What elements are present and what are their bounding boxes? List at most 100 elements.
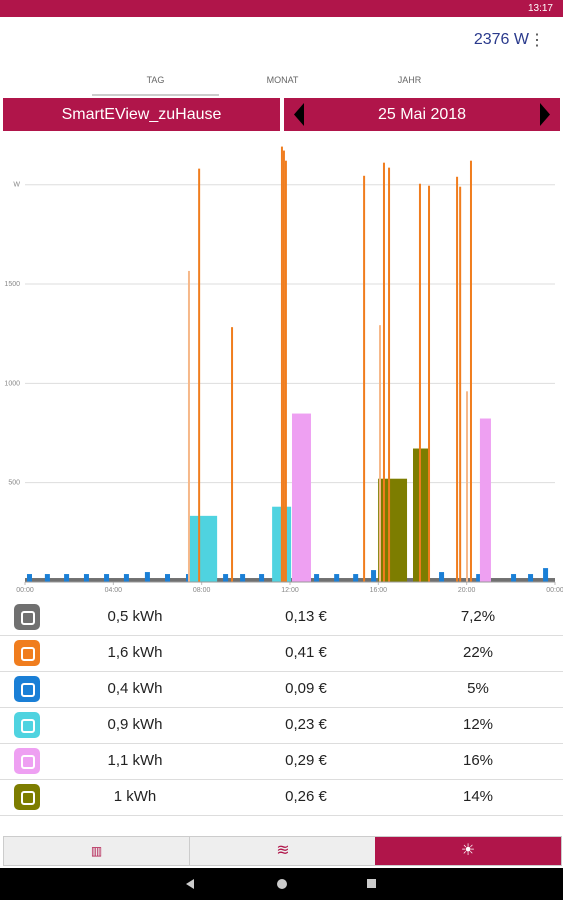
- date-button[interactable]: 25 Mai 2018: [284, 98, 560, 131]
- clock: 13:17: [527, 3, 553, 14]
- cost: 0,29 €: [285, 752, 327, 769]
- bar: [363, 175, 366, 582]
- x-tick-label: 16:00: [370, 587, 388, 594]
- bar: [165, 574, 171, 582]
- bar: [44, 574, 50, 582]
- x-tick-label: 00:00: [16, 587, 34, 594]
- bar: [428, 185, 431, 582]
- bar: [353, 574, 359, 582]
- menu[interactable]: ⋮: [529, 32, 545, 49]
- bar: [511, 574, 517, 582]
- cost: 0,26 €: [285, 788, 327, 805]
- icon-glyph: [21, 719, 35, 733]
- bar: [198, 168, 201, 582]
- bar: [187, 270, 190, 582]
- icon-glyph: [21, 611, 35, 625]
- y-tick-label: 500: [8, 480, 20, 487]
- energy: 1,1 kWh: [107, 752, 163, 769]
- icon-glyph: [21, 791, 35, 805]
- bottom-tabs: ▥ ≋ ☀: [3, 836, 562, 866]
- cost: 0,09 €: [285, 680, 327, 697]
- device-icon: [14, 676, 40, 702]
- device-icon: [14, 640, 40, 666]
- energy: 1,6 kWh: [107, 644, 163, 661]
- bar: [543, 568, 549, 582]
- device-icon: [14, 712, 40, 738]
- back[interactable]: [186, 879, 194, 889]
- bar: [476, 574, 482, 582]
- tab[interactable]: TAG: [92, 70, 219, 96]
- chart-tab[interactable]: ▥: [90, 844, 103, 858]
- bar: [144, 572, 150, 582]
- bar: [282, 150, 285, 582]
- bar: [314, 574, 320, 582]
- bar: [378, 325, 381, 582]
- power-reading: 2376 W: [473, 31, 529, 48]
- location-button[interactable]: SmartEView_zuHause: [3, 98, 280, 131]
- x-tick-label: 12:00: [281, 587, 299, 594]
- nav-icons: [186, 879, 376, 889]
- y-tick-label: 1500: [4, 281, 20, 288]
- bar: [413, 448, 430, 582]
- bar: [528, 574, 534, 582]
- live-tab[interactable]: ☀: [375, 837, 561, 865]
- share: 12%: [462, 716, 494, 733]
- bar: [469, 160, 472, 583]
- date-arrows: [294, 103, 550, 126]
- bar: [64, 574, 70, 582]
- cost: 0,41 €: [285, 644, 327, 661]
- status-bar: 13:17: [0, 0, 563, 17]
- share: 14%: [462, 788, 494, 805]
- bar: [280, 146, 283, 582]
- home[interactable]: [277, 879, 287, 889]
- bar: [456, 176, 459, 583]
- tab[interactable]: MONAT: [266, 75, 299, 85]
- table-row: 0,9 kWh 0,23 € 12%: [0, 707, 563, 744]
- device-icon: [14, 784, 40, 810]
- next-arrow[interactable]: [540, 103, 550, 126]
- device-icon: [14, 748, 40, 774]
- bar: [382, 162, 385, 582]
- table-row: 1,6 kWh 0,41 € 22%: [0, 635, 563, 672]
- icon-glyph: [21, 683, 35, 697]
- table-row: 0,5 kWh 0,13 € 7,2%: [0, 599, 563, 636]
- x-tick-label: 20:00: [458, 587, 476, 594]
- x-tick-label: 04:00: [105, 587, 123, 594]
- device-icon: [14, 604, 40, 630]
- x-tick-label: 08:00: [193, 587, 211, 594]
- tab[interactable]: JAHR: [397, 75, 422, 85]
- bar: [240, 574, 246, 582]
- table-row: 0,4 kWh 0,09 € 5%: [0, 671, 563, 708]
- share: 22%: [462, 644, 494, 661]
- cost: 0,23 €: [285, 716, 327, 733]
- nav-bar: [0, 868, 563, 900]
- energy: 0,4 kWh: [107, 680, 163, 697]
- bar: [284, 160, 287, 583]
- icon-glyph: [21, 755, 35, 769]
- y-tick-label: 1000: [4, 380, 20, 387]
- bar: [418, 183, 421, 582]
- bar: [466, 391, 469, 582]
- bar: [83, 574, 89, 582]
- table-row: 1 kWh 0,26 € 14%: [0, 779, 563, 816]
- bar: [439, 572, 445, 582]
- chart: 500 1000 1500 W 00:00 04:00 08:00 12:00 16:00 20:…: [4, 146, 563, 594]
- bar: [259, 574, 265, 582]
- bar: [388, 167, 391, 583]
- bar: [334, 574, 340, 582]
- y-tick-label: W: [13, 182, 20, 189]
- cost: 0,13 €: [285, 608, 327, 625]
- bar: [189, 515, 218, 582]
- recents[interactable]: [367, 879, 376, 888]
- bar: [479, 418, 491, 582]
- prev-arrow[interactable]: [294, 103, 304, 126]
- energy: 1 kWh: [113, 788, 157, 805]
- bar: [459, 186, 462, 583]
- wave-tab[interactable]: ≋: [189, 837, 376, 865]
- share: 5%: [467, 680, 489, 697]
- icon-glyph: [21, 647, 35, 661]
- energy: 0,5 kWh: [107, 608, 163, 625]
- share: 16%: [462, 752, 494, 769]
- bar: [378, 478, 408, 582]
